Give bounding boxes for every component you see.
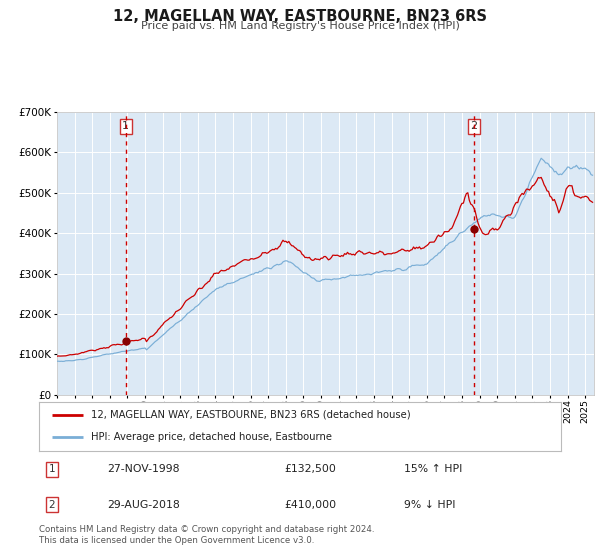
Text: £410,000: £410,000 (284, 500, 337, 510)
Text: 9% ↓ HPI: 9% ↓ HPI (404, 500, 456, 510)
Text: 15% ↑ HPI: 15% ↑ HPI (404, 464, 463, 474)
Text: 12, MAGELLAN WAY, EASTBOURNE, BN23 6RS: 12, MAGELLAN WAY, EASTBOURNE, BN23 6RS (113, 9, 487, 24)
Text: 1: 1 (122, 121, 129, 131)
Text: 27-NOV-1998: 27-NOV-1998 (107, 464, 179, 474)
Text: 1: 1 (49, 464, 55, 474)
Text: Price paid vs. HM Land Registry's House Price Index (HPI): Price paid vs. HM Land Registry's House … (140, 21, 460, 31)
Text: £132,500: £132,500 (284, 464, 336, 474)
Text: 12, MAGELLAN WAY, EASTBOURNE, BN23 6RS (detached house): 12, MAGELLAN WAY, EASTBOURNE, BN23 6RS (… (91, 410, 411, 420)
Text: 29-AUG-2018: 29-AUG-2018 (107, 500, 179, 510)
Text: 2: 2 (49, 500, 55, 510)
Text: Contains HM Land Registry data © Crown copyright and database right 2024.
This d: Contains HM Land Registry data © Crown c… (39, 525, 374, 545)
Text: 2: 2 (470, 121, 478, 131)
Text: HPI: Average price, detached house, Eastbourne: HPI: Average price, detached house, East… (91, 432, 332, 442)
